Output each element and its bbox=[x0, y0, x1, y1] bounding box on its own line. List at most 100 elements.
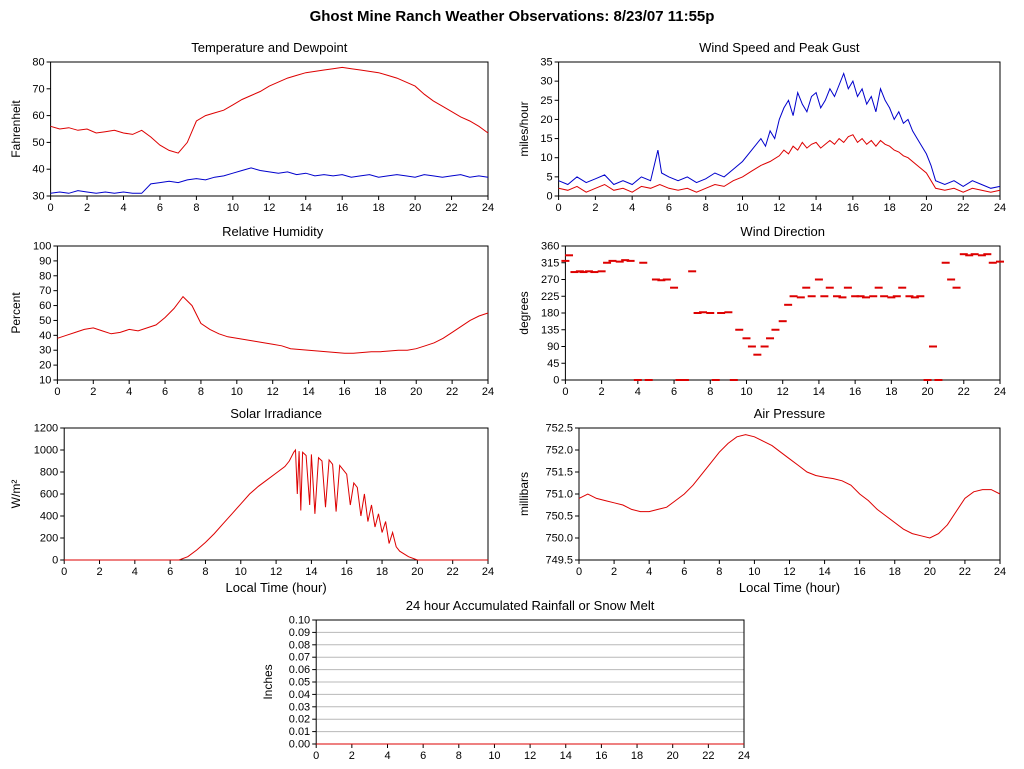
x-tick-label: 20 bbox=[667, 750, 679, 762]
y-tick-label: 749.5 bbox=[545, 555, 573, 567]
x-tick-label: 4 bbox=[629, 202, 635, 214]
x-tick-label: 14 bbox=[305, 566, 317, 578]
data-line bbox=[50, 66, 489, 154]
y-tick-label: 360 bbox=[541, 241, 559, 253]
y-tick-label: 1200 bbox=[34, 423, 58, 435]
x-tick-label: 4 bbox=[635, 386, 641, 398]
y-tick-label: 50 bbox=[39, 315, 51, 327]
x-tick-label: 10 bbox=[488, 750, 500, 762]
x-tick-label: 10 bbox=[740, 386, 752, 398]
x-axis-label: Local Time (hour) bbox=[739, 580, 840, 595]
y-tick-label: 50 bbox=[32, 137, 44, 149]
y-tick-label: 750.0 bbox=[545, 533, 573, 545]
x-tick-label: 6 bbox=[162, 386, 168, 398]
x-tick-label: 6 bbox=[420, 750, 426, 762]
y-tick-label: 400 bbox=[40, 511, 58, 523]
x-tick-label: 18 bbox=[884, 202, 896, 214]
chart-title: Air Pressure bbox=[754, 406, 826, 421]
x-tick-label: 6 bbox=[666, 202, 672, 214]
y-axis-label: Inches bbox=[261, 664, 275, 699]
x-tick-label: 8 bbox=[198, 386, 204, 398]
x-tick-label: 8 bbox=[703, 202, 709, 214]
x-tick-label: 10 bbox=[748, 566, 760, 578]
x-tick-label: 20 bbox=[924, 566, 936, 578]
y-axis-label: Percent bbox=[9, 292, 23, 334]
y-tick-label: 751.0 bbox=[545, 489, 573, 501]
y-axis-label: Fahrenheit bbox=[9, 100, 23, 158]
data-line bbox=[57, 295, 489, 354]
x-tick-label: 18 bbox=[376, 566, 388, 578]
y-axis-label: miles/hour bbox=[517, 101, 531, 156]
y-tick-label: 180 bbox=[541, 308, 559, 320]
y-tick-label: 800 bbox=[40, 467, 58, 479]
y-tick-label: 0.10 bbox=[289, 615, 310, 627]
x-tick-label: 8 bbox=[456, 750, 462, 762]
y-tick-label: 0.05 bbox=[289, 677, 310, 689]
x-tick-label: 0 bbox=[61, 566, 67, 578]
x-tick-label: 22 bbox=[446, 386, 458, 398]
y-tick-label: 100 bbox=[33, 241, 51, 253]
y-tick-label: 80 bbox=[32, 57, 44, 69]
y-tick-label: 70 bbox=[32, 83, 44, 95]
x-tick-label: 16 bbox=[595, 750, 607, 762]
x-tick-label: 6 bbox=[671, 386, 677, 398]
x-tick-label: 8 bbox=[716, 566, 722, 578]
y-tick-label: 0.09 bbox=[289, 627, 310, 639]
chart-title: Solar Irradiance bbox=[230, 406, 322, 421]
x-tick-label: 0 bbox=[54, 386, 60, 398]
y-tick-label: 0.06 bbox=[289, 664, 310, 676]
y-tick-label: 35 bbox=[540, 57, 552, 69]
x-tick-label: 14 bbox=[560, 750, 572, 762]
chart-title: Wind Direction bbox=[740, 224, 825, 239]
chart-title: Relative Humidity bbox=[222, 224, 324, 239]
x-tick-label: 4 bbox=[132, 566, 138, 578]
x-tick-label: 24 bbox=[738, 750, 750, 762]
x-tick-label: 18 bbox=[885, 386, 897, 398]
y-tick-label: 0.01 bbox=[289, 726, 310, 738]
chart-title: Temperature and Dewpoint bbox=[191, 40, 347, 55]
x-tick-label: 2 bbox=[96, 566, 102, 578]
x-tick-label: 20 bbox=[921, 386, 933, 398]
plot-frame bbox=[63, 427, 489, 561]
y-tick-label: 135 bbox=[541, 324, 559, 336]
x-tick-label: 4 bbox=[126, 386, 132, 398]
y-tick-label: 40 bbox=[32, 164, 44, 176]
y-tick-label: 70 bbox=[39, 285, 51, 297]
data-line bbox=[50, 167, 489, 194]
chart-solar-irradiance: Solar Irradiance 0 200 400 600 800 1000 1200 0 2 4… bbox=[8, 404, 504, 596]
y-tick-label: 60 bbox=[39, 300, 51, 312]
x-tick-label: 10 bbox=[235, 566, 247, 578]
x-tick-label: 18 bbox=[631, 750, 643, 762]
y-tick-label: 20 bbox=[540, 114, 552, 126]
x-tick-label: 14 bbox=[813, 386, 825, 398]
x-tick-label: 22 bbox=[958, 386, 970, 398]
plot-frame bbox=[564, 245, 1001, 381]
y-axis-label: W/m² bbox=[9, 480, 23, 509]
x-tick-label: 12 bbox=[783, 566, 795, 578]
x-tick-label: 20 bbox=[920, 202, 932, 214]
chart-temperature-dewpoint: Temperature and Dewpoint 30 40 50 60 70 80 0 2 4 6… bbox=[8, 38, 504, 216]
x-tick-label: 2 bbox=[611, 566, 617, 578]
plot-frame bbox=[56, 245, 489, 381]
y-tick-label: 10 bbox=[39, 375, 51, 387]
x-tick-label: 2 bbox=[599, 386, 605, 398]
x-tick-label: 10 bbox=[736, 202, 748, 214]
x-tick-label: 8 bbox=[193, 202, 199, 214]
x-tick-label: 16 bbox=[338, 386, 350, 398]
x-tick-label: 16 bbox=[336, 202, 348, 214]
y-tick-label: 0.08 bbox=[289, 639, 310, 651]
chart-air-pressure: Air Pressure 749.5 750.0 750.5 751.0 751.5 752… bbox=[516, 404, 1016, 596]
chart-wind-direction: Wind Direction 0 45 90 135 180 225 270 315 360 0 2 4… bbox=[516, 222, 1016, 400]
y-tick-label: 90 bbox=[547, 341, 559, 353]
x-axis-label: Local Time (hour) bbox=[226, 580, 327, 595]
x-tick-label: 24 bbox=[994, 566, 1006, 578]
data-line bbox=[578, 434, 1001, 539]
y-tick-label: 25 bbox=[540, 95, 552, 107]
plot-frame bbox=[578, 427, 1001, 561]
x-tick-label: 12 bbox=[524, 750, 536, 762]
y-tick-label: 30 bbox=[39, 345, 51, 357]
y-tick-label: 60 bbox=[32, 110, 44, 122]
x-tick-label: 22 bbox=[445, 202, 457, 214]
